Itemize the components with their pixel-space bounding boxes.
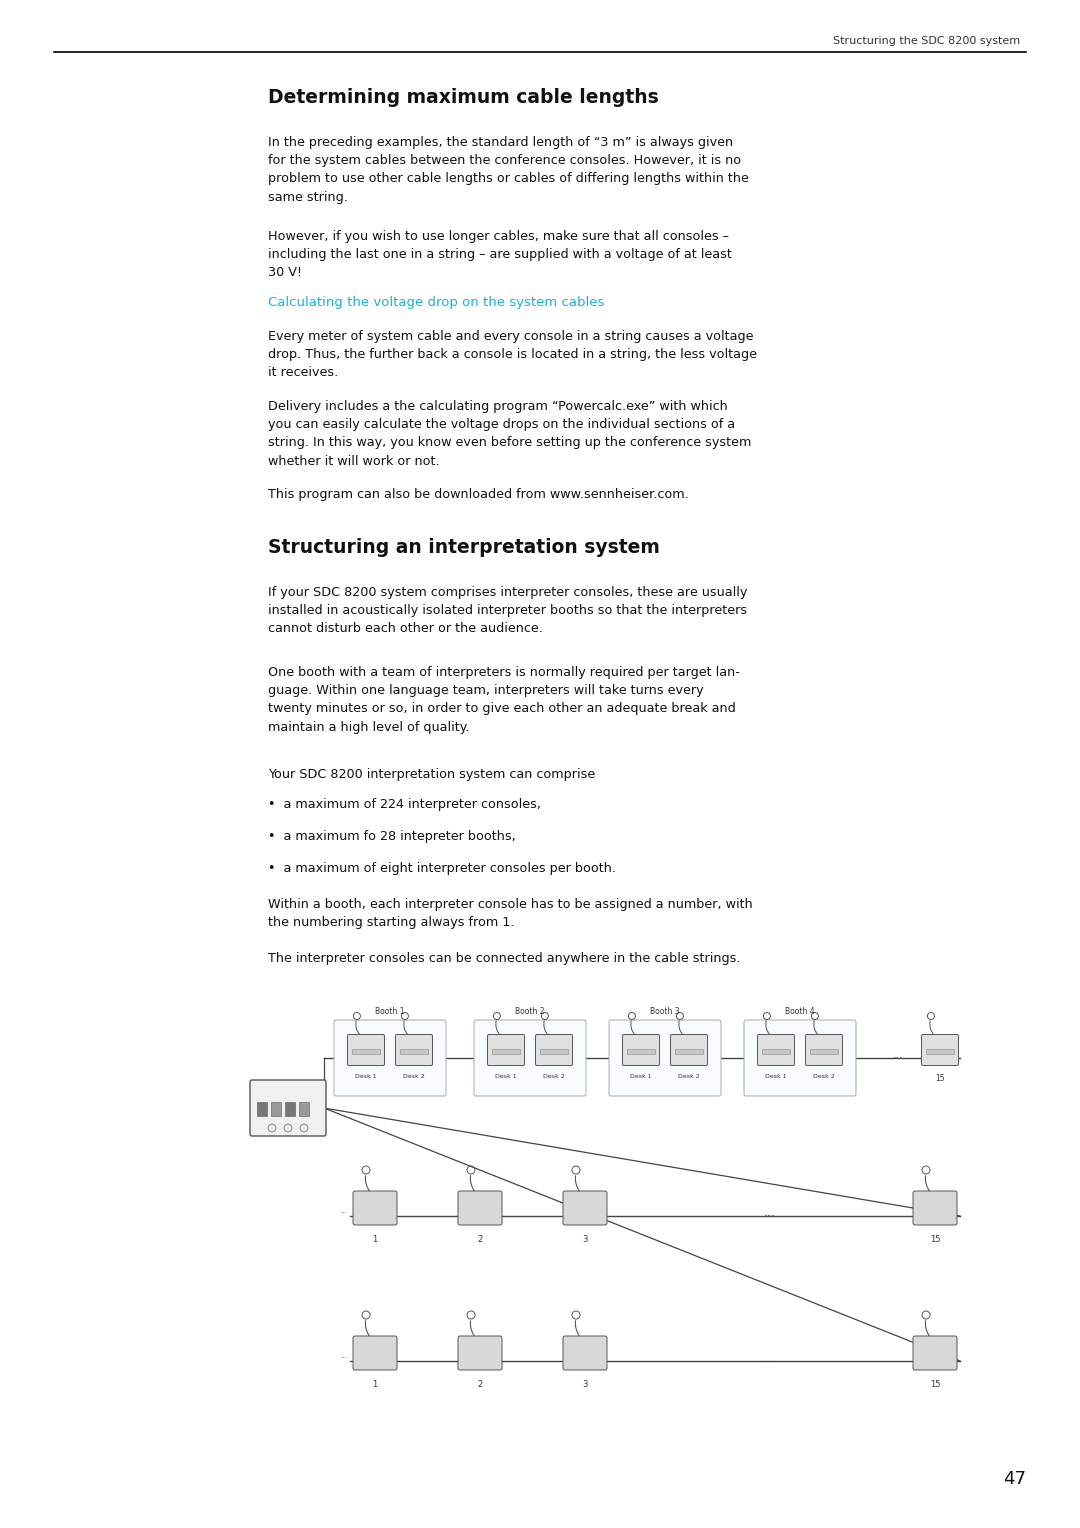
- Bar: [926, 1050, 954, 1054]
- Bar: [271, 1102, 281, 1115]
- Bar: [299, 1102, 309, 1115]
- Text: Calculating the voltage drop on the system cables: Calculating the voltage drop on the syst…: [268, 296, 605, 309]
- Bar: [352, 1050, 380, 1054]
- FancyBboxPatch shape: [249, 1080, 326, 1135]
- Bar: [540, 1050, 568, 1054]
- FancyBboxPatch shape: [744, 1021, 856, 1096]
- FancyBboxPatch shape: [458, 1335, 502, 1371]
- FancyBboxPatch shape: [353, 1335, 397, 1371]
- Text: •  a maximum of 224 interpreter consoles,: • a maximum of 224 interpreter consoles,: [268, 798, 541, 811]
- Text: However, if you wish to use longer cables, make sure that all consoles –
includi: However, if you wish to use longer cable…: [268, 231, 732, 280]
- Text: 2: 2: [477, 1380, 483, 1389]
- Text: Determining maximum cable lengths: Determining maximum cable lengths: [268, 89, 659, 107]
- Text: 1: 1: [373, 1235, 378, 1244]
- Bar: [400, 1050, 428, 1054]
- Bar: [257, 1102, 267, 1115]
- FancyBboxPatch shape: [563, 1190, 607, 1225]
- Text: 1: 1: [373, 1380, 378, 1389]
- Text: •  a maximum of eight interpreter consoles per booth.: • a maximum of eight interpreter console…: [268, 862, 616, 876]
- FancyBboxPatch shape: [757, 1034, 795, 1065]
- Text: Desk 2: Desk 2: [678, 1074, 700, 1079]
- Bar: [492, 1050, 519, 1054]
- Text: Booth 4: Booth 4: [785, 1007, 814, 1016]
- Text: Desk 1: Desk 1: [766, 1074, 787, 1079]
- Text: Within a booth, each interpreter console has to be assigned a number, with
the n: Within a booth, each interpreter console…: [268, 898, 753, 929]
- Text: ...: ...: [340, 1209, 347, 1215]
- FancyBboxPatch shape: [487, 1034, 525, 1065]
- Text: 15: 15: [930, 1380, 941, 1389]
- FancyBboxPatch shape: [474, 1021, 586, 1096]
- Text: 3: 3: [582, 1380, 588, 1389]
- Bar: [810, 1050, 838, 1054]
- Text: Desk 2: Desk 2: [813, 1074, 835, 1079]
- FancyBboxPatch shape: [671, 1034, 707, 1065]
- Text: Desk 1: Desk 1: [355, 1074, 377, 1079]
- FancyBboxPatch shape: [913, 1335, 957, 1371]
- FancyBboxPatch shape: [536, 1034, 572, 1065]
- Text: One booth with a team of interpreters is normally required per target lan-
guage: One booth with a team of interpreters is…: [268, 666, 740, 733]
- Text: Every meter of system cable and every console in a string causes a voltage
drop.: Every meter of system cable and every co…: [268, 330, 757, 379]
- Text: Desk 1: Desk 1: [496, 1074, 517, 1079]
- FancyBboxPatch shape: [913, 1190, 957, 1225]
- FancyBboxPatch shape: [921, 1034, 959, 1065]
- Text: Desk 1: Desk 1: [631, 1074, 652, 1079]
- FancyBboxPatch shape: [458, 1190, 502, 1225]
- Text: •  a maximum fo 28 intepreter booths,: • a maximum fo 28 intepreter booths,: [268, 830, 516, 843]
- FancyBboxPatch shape: [806, 1034, 842, 1065]
- Text: Booth 3: Booth 3: [650, 1007, 679, 1016]
- Text: Structuring the SDC 8200 system: Structuring the SDC 8200 system: [833, 37, 1020, 46]
- FancyBboxPatch shape: [622, 1034, 660, 1065]
- Bar: [627, 1050, 654, 1054]
- FancyBboxPatch shape: [563, 1335, 607, 1371]
- FancyBboxPatch shape: [348, 1034, 384, 1065]
- FancyBboxPatch shape: [334, 1021, 446, 1096]
- Bar: [285, 1102, 295, 1115]
- Text: The interpreter consoles can be connected anywhere in the cable strings.: The interpreter consoles can be connecte…: [268, 952, 741, 966]
- Text: ...: ...: [892, 1050, 904, 1060]
- Bar: [762, 1050, 789, 1054]
- Text: Structuring an interpretation system: Structuring an interpretation system: [268, 538, 660, 558]
- Text: 47: 47: [1003, 1470, 1026, 1488]
- Text: Booth 2: Booth 2: [515, 1007, 544, 1016]
- Text: ...: ...: [340, 1352, 347, 1358]
- FancyBboxPatch shape: [609, 1021, 721, 1096]
- Text: 3: 3: [582, 1235, 588, 1244]
- Text: ...: ...: [764, 1351, 777, 1365]
- Bar: [675, 1050, 703, 1054]
- FancyBboxPatch shape: [395, 1034, 432, 1065]
- Text: In the preceding examples, the standard length of “3 m” is always given
for the : In the preceding examples, the standard …: [268, 136, 748, 203]
- Text: Delivery includes a the calculating program “Powercalc.exe” with which
you can e: Delivery includes a the calculating prog…: [268, 400, 752, 468]
- Text: Desk 2: Desk 2: [543, 1074, 565, 1079]
- Text: 15: 15: [930, 1235, 941, 1244]
- Text: 2: 2: [477, 1235, 483, 1244]
- Text: This program can also be downloaded from www.sennheiser.com.: This program can also be downloaded from…: [268, 487, 689, 501]
- Text: Desk 2: Desk 2: [403, 1074, 424, 1079]
- FancyBboxPatch shape: [353, 1190, 397, 1225]
- Text: 15: 15: [935, 1074, 945, 1083]
- Text: Booth 1: Booth 1: [375, 1007, 405, 1016]
- Text: ...: ...: [764, 1207, 777, 1219]
- Text: If your SDC 8200 system comprises interpreter consoles, these are usually
instal: If your SDC 8200 system comprises interp…: [268, 587, 747, 636]
- Text: Your SDC 8200 interpretation system can comprise: Your SDC 8200 interpretation system can …: [268, 769, 595, 781]
